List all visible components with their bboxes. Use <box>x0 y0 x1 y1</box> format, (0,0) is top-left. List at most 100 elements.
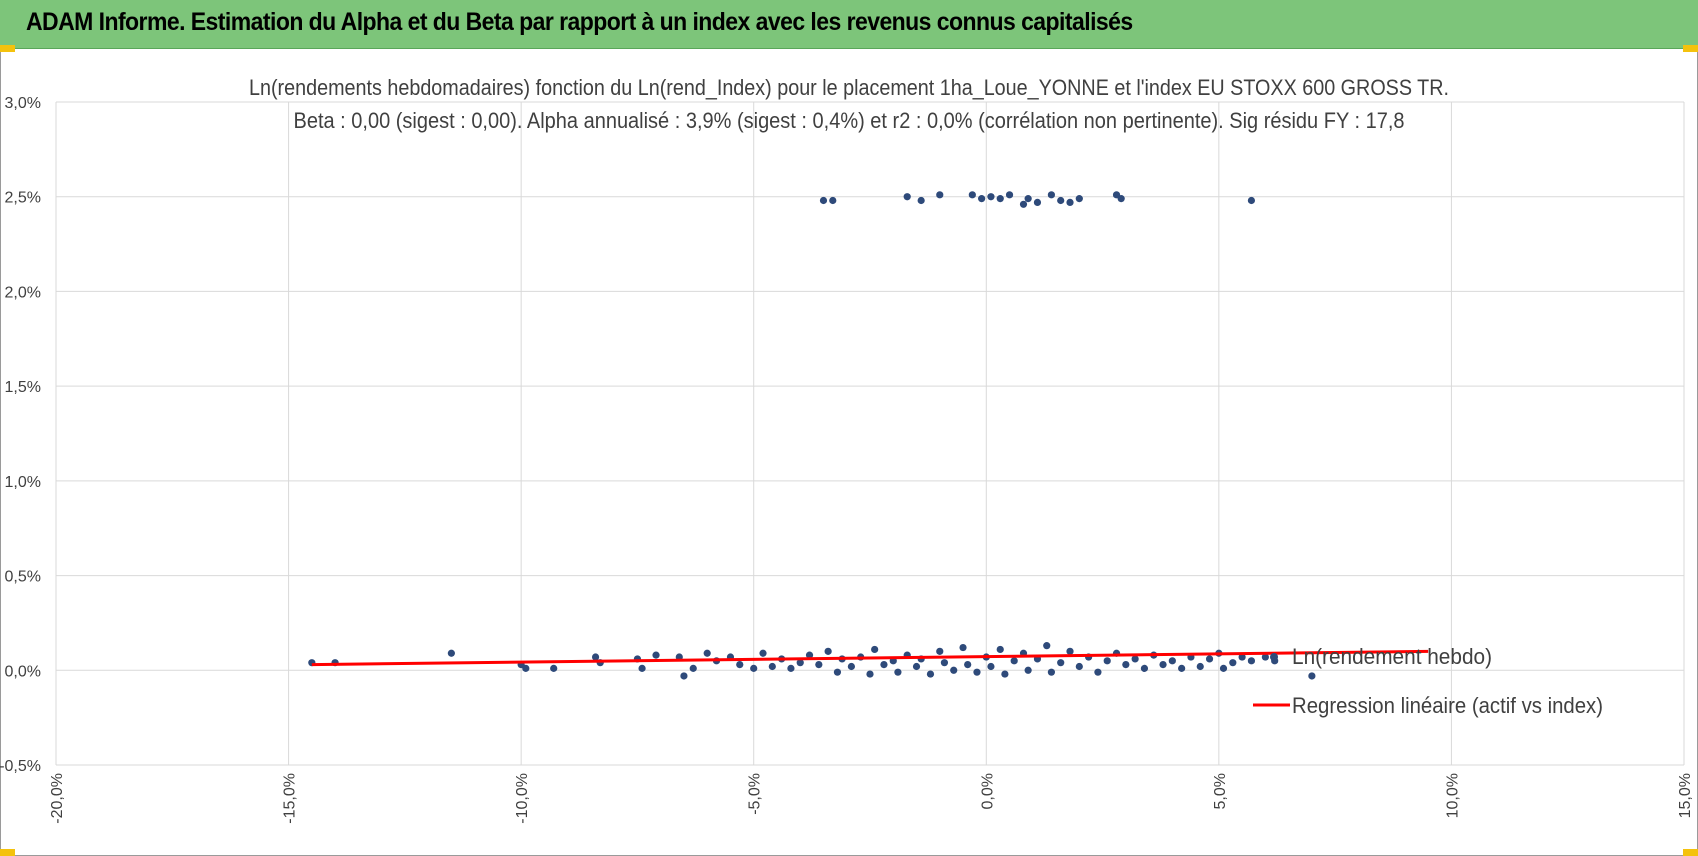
y-tick-label: 0,0% <box>5 663 41 680</box>
data-point <box>1033 198 1042 206</box>
y-tick-label: 0,5% <box>5 569 41 586</box>
data-point <box>926 670 935 678</box>
regression-line-segment <box>311 649 1429 667</box>
data-point <box>1024 195 1032 203</box>
axes: -20,0% -15,0% -10,0% -5,0% 0,0% 5,0% 10,0% 15,0… <box>0 95 1694 824</box>
resize-handle-top-right[interactable] <box>1683 45 1698 52</box>
y-tick-label: -0,5% <box>0 758 41 775</box>
x-tick-label: 15,0% <box>1677 773 1694 818</box>
data-point <box>736 661 744 669</box>
data-point <box>1066 647 1074 655</box>
data-point <box>1308 672 1316 680</box>
data-point <box>1043 642 1051 650</box>
data-point <box>768 662 776 671</box>
data-point <box>987 662 995 671</box>
data-point <box>689 664 697 672</box>
grid-lines <box>55 101 1685 766</box>
data-point <box>1140 664 1149 672</box>
x-tick-label: 10,0% <box>1444 773 1461 818</box>
data-point <box>1117 195 1125 203</box>
data-point <box>1159 661 1167 669</box>
data-point <box>703 649 711 657</box>
data-point <box>805 651 814 659</box>
data-point <box>1168 657 1176 665</box>
data-point <box>680 672 688 680</box>
data-point <box>1247 657 1256 665</box>
data-point <box>787 664 795 672</box>
data-point <box>1238 653 1246 661</box>
data-point <box>996 195 1004 203</box>
data-point <box>987 193 995 201</box>
data-point <box>1131 655 1139 663</box>
x-tick-label: 0,0% <box>979 773 996 809</box>
data-point <box>638 664 646 672</box>
data-point <box>973 668 981 676</box>
data-point <box>591 653 600 661</box>
data-point <box>847 662 855 671</box>
x-tick-label: -20,0% <box>49 773 66 824</box>
y-tick-label: 2,5% <box>5 190 41 207</box>
y-tick-label: 1,5% <box>5 379 41 396</box>
data-point <box>1047 191 1056 199</box>
data-point <box>1047 668 1056 676</box>
data-point <box>829 196 837 205</box>
data-point <box>1057 659 1065 667</box>
series-points <box>308 191 1316 680</box>
data-point <box>1075 662 1083 671</box>
data-point <box>866 670 874 678</box>
x-tick-label: -15,0% <box>282 773 299 824</box>
data-point <box>1196 662 1204 671</box>
data-point <box>1103 657 1111 665</box>
report-title: ADAM Informe. Estimation du Alpha et du … <box>26 8 1133 36</box>
data-point <box>1019 200 1028 208</box>
data-point <box>1057 196 1065 205</box>
data-point <box>912 662 921 671</box>
data-point <box>796 659 804 667</box>
data-point <box>1001 670 1009 678</box>
data-point <box>1094 668 1102 676</box>
resize-handle-bottom-right[interactable] <box>1683 849 1698 856</box>
y-tick-label: 3,0% <box>5 95 41 112</box>
data-point <box>964 661 972 669</box>
data-point <box>1261 653 1269 661</box>
x-tick-label: 5,0% <box>1212 773 1229 809</box>
resize-handle-bottom-left[interactable] <box>0 849 15 856</box>
data-point <box>759 649 767 657</box>
data-point <box>936 647 944 655</box>
x-tick-label: -5,0% <box>747 773 764 815</box>
data-point <box>903 193 911 201</box>
data-point <box>871 645 879 654</box>
resize-handle-top-left[interactable] <box>0 45 15 52</box>
data-point <box>950 666 958 674</box>
data-point <box>936 191 944 199</box>
legend: Ln(rendement hebdo) Regression linéaire … <box>1253 644 1603 718</box>
regression-line <box>311 649 1429 667</box>
report-banner: ADAM Informe. Estimation du Alpha et du … <box>0 0 1698 49</box>
chart-title: Ln(rendements hebdomadaires) fonction du… <box>249 75 1449 100</box>
data-point <box>1024 666 1032 674</box>
legend-marker-scatter <box>1270 653 1278 661</box>
data-point <box>1075 195 1083 203</box>
data-point <box>824 647 832 655</box>
data-point <box>917 196 925 205</box>
data-point <box>1205 655 1214 663</box>
data-point <box>550 664 558 672</box>
data-point <box>978 195 986 203</box>
x-tick-label: -10,0% <box>514 773 531 824</box>
legend-label-scatter: Ln(rendement hebdo) <box>1292 644 1492 669</box>
chart-subtitle: Beta : 0,00 (sigest : 0,00). Alpha annua… <box>294 108 1405 133</box>
data-point <box>522 664 530 672</box>
data-point <box>750 664 758 672</box>
data-point <box>996 645 1004 654</box>
data-point <box>894 668 902 676</box>
data-point <box>880 661 888 669</box>
data-point <box>1005 191 1014 199</box>
data-point <box>815 661 823 669</box>
y-tick-label: 2,0% <box>5 284 41 301</box>
data-point <box>652 651 660 659</box>
data-point <box>833 668 842 676</box>
data-point <box>1219 664 1228 672</box>
data-point <box>819 196 828 205</box>
